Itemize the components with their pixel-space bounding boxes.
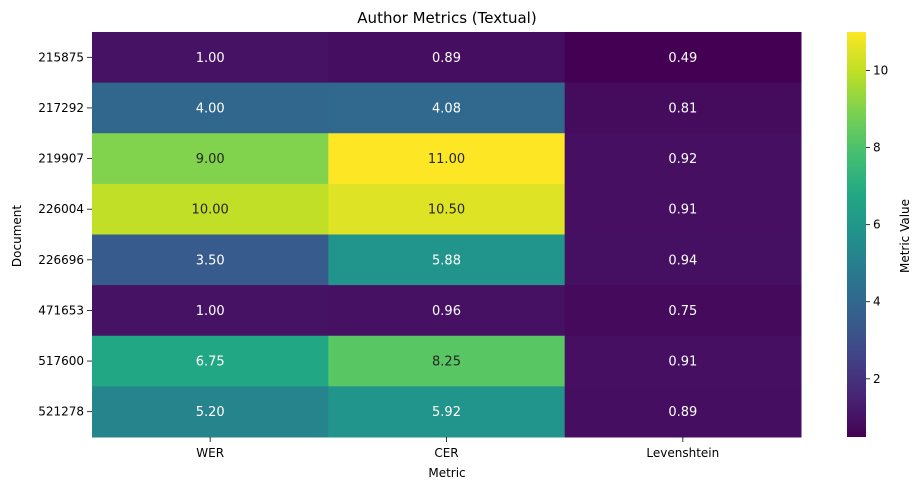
heatmap-cell xyxy=(328,234,566,286)
cell-value-label: 9.00 xyxy=(196,152,225,167)
cell-value-label: 0.92 xyxy=(668,152,697,167)
heatmap-cell xyxy=(564,335,802,387)
cell-value-label: 1.00 xyxy=(196,304,225,319)
cell-value-label: 10.00 xyxy=(192,203,229,218)
cell-value-label: 5.92 xyxy=(432,405,461,420)
chart-title: Author Metrics (Textual) xyxy=(357,9,536,27)
y-tick-label: 215875 xyxy=(38,50,84,64)
heatmap-cell xyxy=(328,183,566,235)
cell-value-label: 4.08 xyxy=(432,101,461,116)
heatmap-cell xyxy=(92,234,329,286)
cell-value-label: 4.00 xyxy=(196,101,225,116)
cell-value-label: 0.91 xyxy=(668,203,697,218)
heatmap-cell xyxy=(564,183,802,235)
x-tick-label: WER xyxy=(196,446,224,460)
heatmap-cell xyxy=(92,183,329,235)
heatmap-cell xyxy=(328,386,566,438)
colorbar-tick-label: 4 xyxy=(873,295,881,309)
y-tick-label: 521278 xyxy=(38,405,84,419)
x-tick-label: Levenshtein xyxy=(646,446,719,460)
x-axis-label: Metric xyxy=(428,466,465,480)
cell-value-label: 8.25 xyxy=(432,355,461,370)
colorbar xyxy=(847,32,866,437)
heatmap-cell xyxy=(92,335,329,387)
cell-value-label: 10.50 xyxy=(428,203,465,218)
cell-value-label: 3.50 xyxy=(196,253,225,268)
heatmap-cell xyxy=(328,82,566,134)
cell-value-label: 0.94 xyxy=(668,253,697,268)
cell-value-label: 11.00 xyxy=(428,152,465,167)
colorbar-label: Metric Value xyxy=(898,199,912,273)
heatmap-cell xyxy=(92,386,329,438)
heatmap-cell xyxy=(92,133,329,185)
colorbar-tick-label: 10 xyxy=(873,64,888,78)
heatmap-cell xyxy=(564,82,802,134)
x-tick-labels: WER CER Levenshtein xyxy=(196,437,719,460)
heatmap-cell xyxy=(92,32,329,84)
heatmap-cells: 1.00 0.89 0.49 4.00 4.08 0.81 9.00 11.00 0.92 10.… xyxy=(92,32,802,438)
cell-value-label: 5.88 xyxy=(432,253,461,268)
cell-value-label: 1.00 xyxy=(196,51,225,66)
heatmap-cell xyxy=(92,285,329,337)
heatmap-cell xyxy=(564,285,802,337)
y-axis-label: Document xyxy=(10,205,24,267)
colorbar-ticks: 2 4 6 8 10 xyxy=(866,64,888,386)
cell-value-label: 5.20 xyxy=(196,405,225,420)
y-tick-labels: 215875 217292 219907 226004 226696 471653 5176… xyxy=(38,50,92,419)
y-tick-label: 517600 xyxy=(38,354,84,368)
colorbar-tick-label: 8 xyxy=(873,141,881,155)
cell-value-label: 0.89 xyxy=(668,405,697,420)
cell-value-label: 0.89 xyxy=(432,51,461,66)
heatmap-cell xyxy=(564,32,802,84)
heatmap-cell xyxy=(92,82,329,134)
heatmap-cell xyxy=(564,386,802,438)
y-tick-label: 471653 xyxy=(38,303,84,317)
cell-value-label: 0.49 xyxy=(668,51,697,66)
y-tick-label: 226004 xyxy=(38,202,84,216)
heatmap-cell xyxy=(328,133,566,185)
heatmap-cell xyxy=(328,335,566,387)
heatmap-cell xyxy=(328,285,566,337)
colorbar-tick-label: 6 xyxy=(873,218,881,232)
y-tick-label: 219907 xyxy=(38,152,84,166)
cell-value-label: 6.75 xyxy=(196,355,225,370)
cell-value-label: 0.81 xyxy=(668,101,697,116)
y-tick-label: 217292 xyxy=(38,101,84,115)
cell-value-label: 0.75 xyxy=(668,304,697,319)
cell-value-label: 0.91 xyxy=(668,355,697,370)
heatmap-cell xyxy=(564,133,802,185)
colorbar-tick-label: 2 xyxy=(873,372,881,386)
x-tick-label: CER xyxy=(434,446,458,460)
heatmap-cell xyxy=(564,234,802,286)
cell-value-label: 0.96 xyxy=(432,304,461,319)
y-tick-label: 226696 xyxy=(38,253,84,267)
heatmap-cell xyxy=(328,32,566,84)
